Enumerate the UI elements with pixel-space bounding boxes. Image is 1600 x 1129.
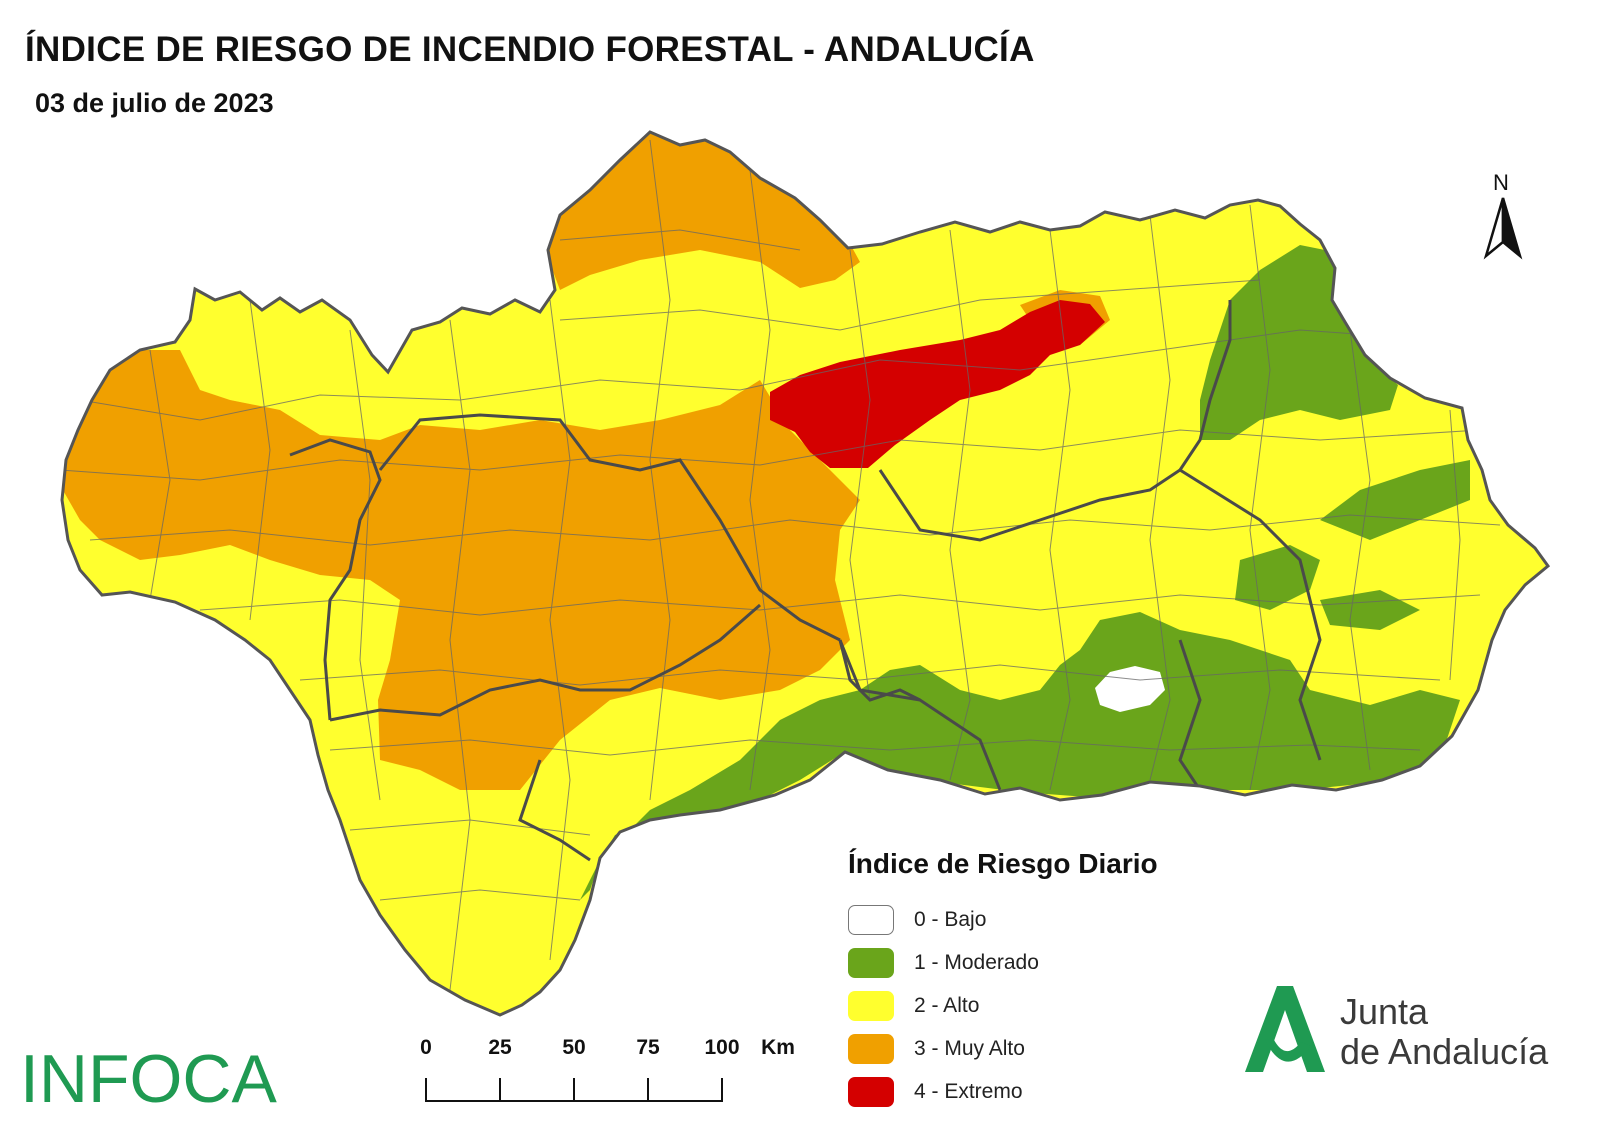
legend-swatch-alto	[848, 990, 894, 1021]
legend-label: 2 - Alto	[914, 993, 980, 1017]
legend-item-bajo: 0 - Bajo	[848, 898, 1268, 941]
legend-swatch-muy-alto	[848, 1033, 894, 1064]
legend-swatch-extremo	[848, 1076, 894, 1107]
scale-tick	[499, 1078, 501, 1102]
scale-tick-label: 100	[704, 1036, 740, 1059]
scale-unit-label: Km	[761, 1036, 795, 1059]
scale-tick	[573, 1078, 575, 1102]
legend-label: 3 - Muy Alto	[914, 1036, 1025, 1060]
legend-label: 1 - Moderado	[914, 950, 1039, 974]
junta-text-line2: de Andalucía	[1340, 1031, 1549, 1072]
map-date: 03 de julio de 2023	[35, 88, 274, 118]
infoca-logo: INFOCA	[20, 1041, 277, 1117]
legend: Índice de Riesgo Diario 0 - Bajo 1 - Mod…	[848, 848, 1268, 1113]
map-title: ÍNDICE DE RIESGO DE INCENDIO FORESTAL - …	[25, 30, 1035, 69]
scale-tick	[425, 1078, 427, 1102]
legend-item-muy-alto: 3 - Muy Alto	[848, 1027, 1268, 1070]
legend-item-alto: 2 - Alto	[848, 984, 1268, 1027]
junta-text-line1: Junta	[1340, 991, 1429, 1032]
north-arrow-icon	[1483, 197, 1523, 260]
scale-bar: 0 25 50 75 100 Km	[410, 1036, 810, 1106]
junta-andalucia-logo-text: Junta de Andalucía	[1340, 992, 1548, 1072]
legend-item-moderado: 1 - Moderado	[848, 941, 1268, 984]
junta-andalucia-logo-icon	[1245, 986, 1325, 1072]
legend-item-extremo: 4 - Extremo	[848, 1070, 1268, 1113]
legend-title: Índice de Riesgo Diario	[848, 848, 1158, 879]
legend-label: 0 - Bajo	[914, 907, 987, 931]
legend-swatch-moderado	[848, 947, 894, 978]
scale-tick	[721, 1078, 723, 1102]
scale-tick-label: 75	[636, 1036, 660, 1059]
scale-tick	[647, 1078, 649, 1102]
scale-tick-label: 0	[420, 1036, 432, 1059]
scale-tick-label: 25	[488, 1036, 512, 1059]
north-label: N	[1493, 170, 1509, 195]
legend-swatch-bajo	[848, 904, 894, 935]
scale-tick-label: 50	[562, 1036, 586, 1059]
legend-label: 4 - Extremo	[914, 1079, 1023, 1103]
